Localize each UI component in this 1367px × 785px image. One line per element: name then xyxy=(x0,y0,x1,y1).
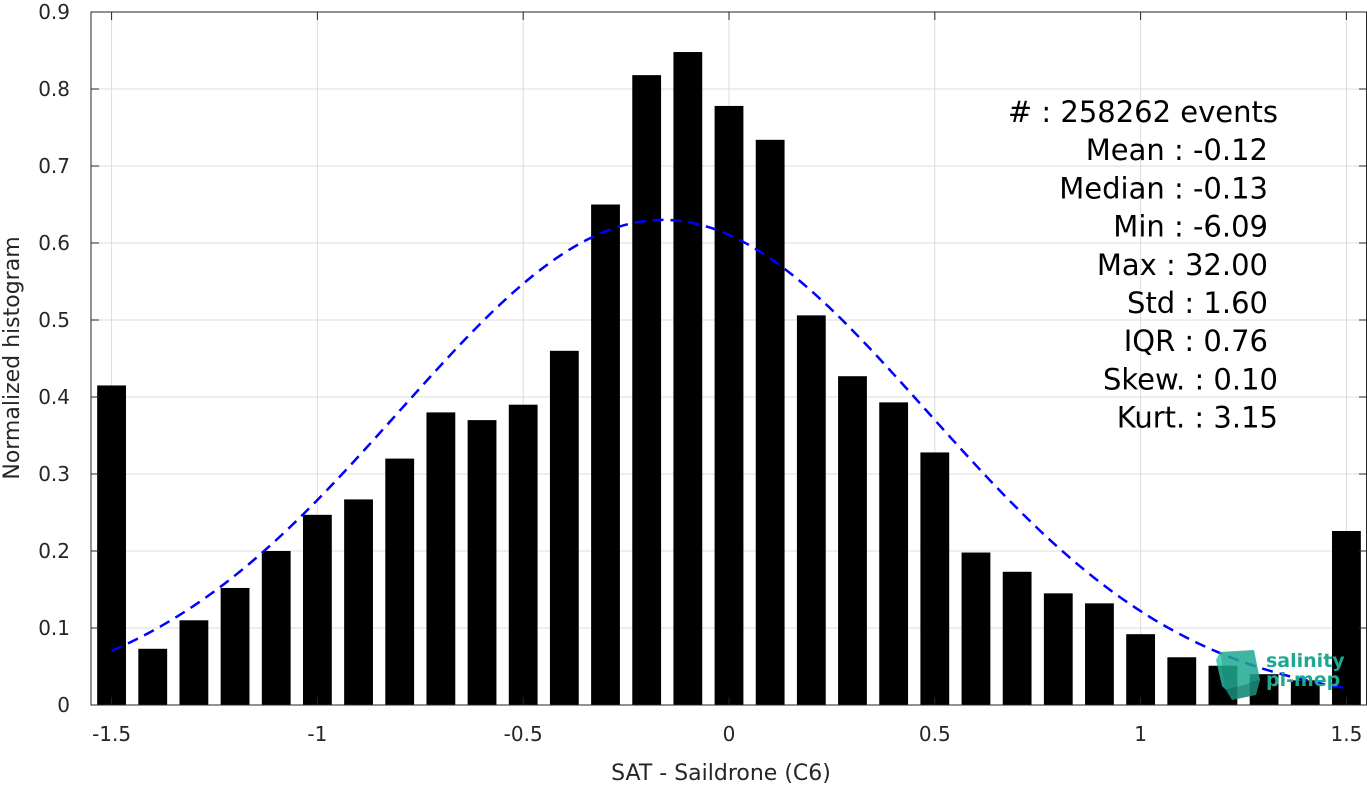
bar xyxy=(97,385,126,705)
x-tick-label: -0.5 xyxy=(504,722,543,746)
y-tick-label: 0.1 xyxy=(38,616,70,640)
bar xyxy=(549,350,579,705)
x-axis-label: SAT - Saildrone (C6) xyxy=(611,761,831,785)
stats-line: Mean : -0.12 xyxy=(1086,133,1268,167)
bar xyxy=(920,452,950,705)
bar xyxy=(632,75,662,705)
bar xyxy=(673,52,703,706)
bar xyxy=(591,204,620,705)
stats-line: Skew. : 0.10 xyxy=(1103,362,1278,396)
bar xyxy=(426,412,456,705)
x-tick-label: 1.5 xyxy=(1331,722,1363,746)
stats-line: Median : -0.13 xyxy=(1059,171,1268,205)
stats-line: Min : -6.09 xyxy=(1113,210,1268,244)
x-tick-label: -1.5 xyxy=(92,722,131,746)
x-tick-label: 0 xyxy=(723,722,736,746)
x-tick-label: -1 xyxy=(307,722,327,746)
bar xyxy=(467,420,497,705)
bar xyxy=(961,552,991,705)
x-tick-label: 0.5 xyxy=(919,722,951,746)
bar xyxy=(138,648,168,705)
bar xyxy=(1085,603,1114,705)
y-tick-label: 0.4 xyxy=(38,385,70,409)
y-tick-label: 0.2 xyxy=(38,539,70,563)
axis-ticks xyxy=(91,11,1367,706)
y-tick-label: 0.6 xyxy=(38,231,70,255)
histogram-bars xyxy=(97,52,1361,706)
bar xyxy=(714,105,744,705)
stats-line: # : 258262 events xyxy=(1008,95,1278,129)
y-axis-label: Normalized histogram xyxy=(0,236,25,479)
bar xyxy=(879,402,909,705)
salinity-pimep-logo: salinity pi-mep xyxy=(1216,650,1345,700)
bar xyxy=(838,376,867,705)
y-tick-label: 0.7 xyxy=(38,154,70,178)
y-tick-label: 0.8 xyxy=(38,77,70,101)
bar xyxy=(220,587,250,705)
bar xyxy=(755,139,785,705)
bar xyxy=(1126,634,1156,705)
y-tick-label: 0.3 xyxy=(38,462,70,486)
y-tick-label: 0.9 xyxy=(38,0,70,24)
x-tick-label: 1 xyxy=(1134,722,1147,746)
bar xyxy=(385,458,415,705)
bar xyxy=(1290,680,1320,705)
y-tick-label: 0 xyxy=(57,693,70,717)
gaussian-fit-curve xyxy=(111,218,1347,690)
logo-line1: salinity xyxy=(1266,650,1345,672)
bar xyxy=(302,514,332,705)
stats-annotation: # : 258262 events Mean : -0.12 Median : -0… xyxy=(1008,95,1278,435)
logo-cube-icon xyxy=(1216,650,1260,700)
bar xyxy=(179,620,209,705)
bar xyxy=(1043,593,1073,705)
stats-line: IQR : 0.76 xyxy=(1124,324,1268,358)
y-tick-labels: 0 0.1 0.2 0.3 0.4 0.5 0.6 0.7 0.8 0.9 xyxy=(38,0,70,717)
bar xyxy=(1167,657,1197,705)
bar xyxy=(1002,571,1032,705)
bar xyxy=(261,551,291,705)
bar xyxy=(508,404,538,705)
bar xyxy=(796,315,826,705)
logo-line2: pi-mep xyxy=(1266,669,1340,691)
x-tick-labels: -1.5 -1 -0.5 0 0.5 1 1.5 xyxy=(92,722,1362,746)
bar xyxy=(1332,530,1361,705)
stats-line: Kurt. : 3.15 xyxy=(1117,401,1278,435)
stats-line: Std : 1.60 xyxy=(1127,286,1268,320)
y-tick-label: 0.5 xyxy=(38,308,70,332)
bar xyxy=(344,499,373,705)
stats-line: Max : 32.00 xyxy=(1097,248,1268,282)
